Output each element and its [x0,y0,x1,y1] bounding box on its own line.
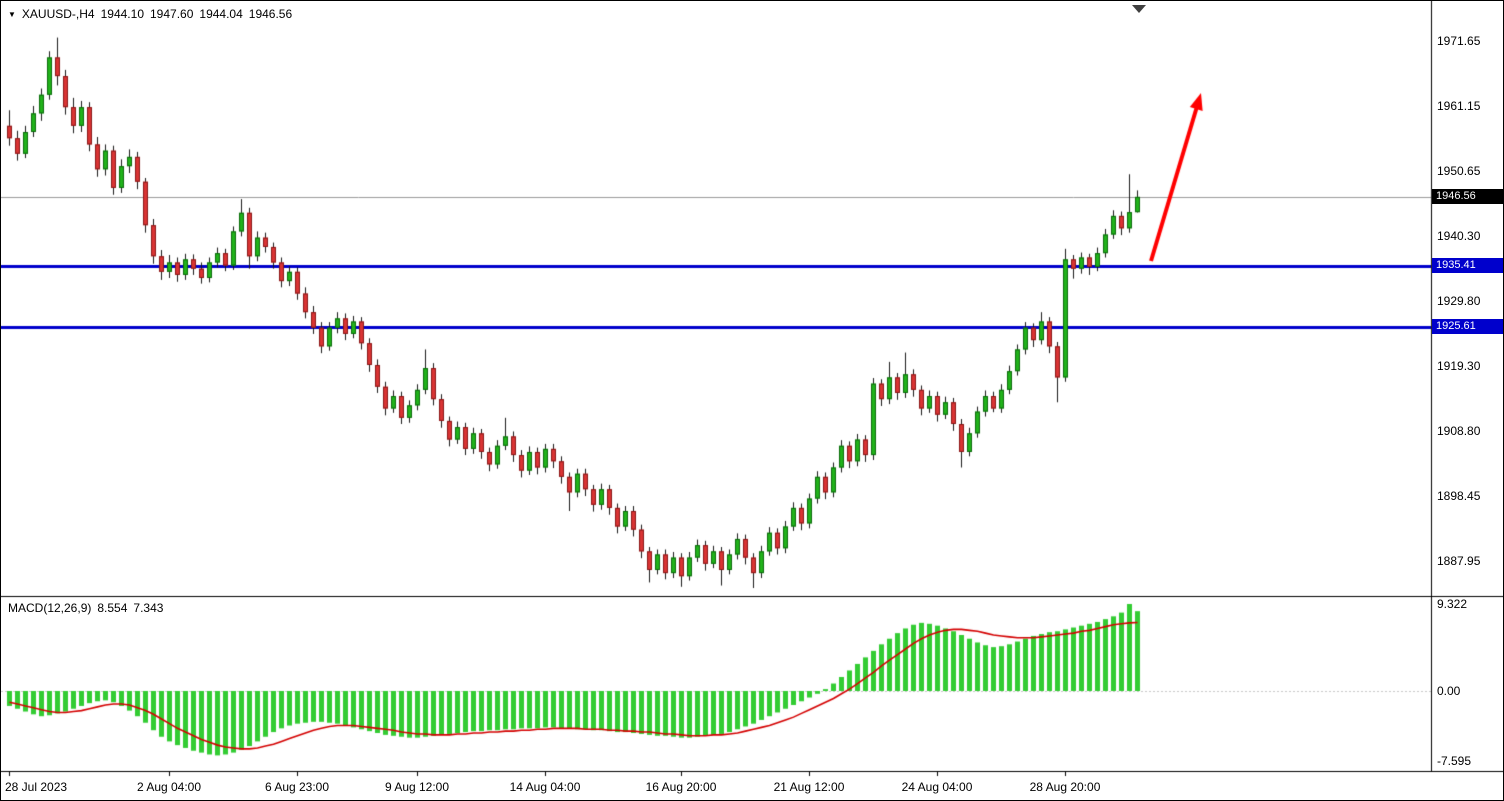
price-axis-tick: 1971.65 [1437,34,1481,48]
high-value: 1947.60 [150,7,194,21]
time-axis-label: 21 Aug 12:00 [773,780,845,794]
time-axis-label: 28 Jul 2023 [5,780,68,794]
macd-axis-tick: 0.00 [1437,684,1461,698]
macd-name-label: MACD(12,26,9) [8,601,92,615]
macd-signal-value: 7.343 [133,601,164,615]
macd-indicator-area[interactable] [1,596,1431,771]
macd-indicator-header: MACD(12,26,9) 8.554 7.343 [8,601,169,615]
open-value: 1944.10 [100,7,144,21]
time-axis-label: 16 Aug 20:00 [645,780,717,794]
time-axis-label: 9 Aug 12:00 [384,780,450,794]
time-axis-label: 6 Aug 23:00 [264,780,330,794]
current-price-badge: 1946.56 [1432,189,1503,204]
price-axis-tick: 1929.80 [1437,294,1481,308]
price-axis-tick: 1908.80 [1437,424,1481,438]
price-axis-tick: 1919.30 [1437,359,1481,373]
price-axis-tick: 1887.95 [1437,554,1481,568]
support-level-badge: 1935.41 [1432,258,1503,273]
price-axis-tick: 1898.45 [1437,489,1481,503]
macd-axis-tick: -7.595 [1437,754,1472,768]
price-axis-tick: 1950.65 [1437,164,1481,178]
time-axis[interactable] [1,771,1503,800]
macd-axis-tick: 9.322 [1437,597,1468,611]
symbol-period-label: XAUUSD-,H4 [21,7,95,21]
low-value: 1944.04 [199,7,243,21]
time-axis-label: 28 Aug 20:00 [1029,780,1101,794]
main-chart-area[interactable] [1,1,1431,596]
time-axis-label: 24 Aug 04:00 [901,780,973,794]
support-level-badge: 1925.61 [1432,319,1503,334]
symbol-marker-icon: ▼ [8,10,16,19]
price-axis-tick: 1961.15 [1437,99,1481,113]
macd-main-value: 8.554 [97,601,128,615]
close-value: 1946.56 [248,7,293,21]
triangle-down-marker-icon[interactable] [1132,5,1146,13]
chart-header: ▼ XAUUSD-,H4 1944.10 1947.60 1944.04 1946.56 [8,7,298,21]
price-axis[interactable] [1431,1,1503,771]
trend-arrow-object[interactable] [1141,86,1211,266]
time-axis-label: 14 Aug 04:00 [509,780,581,794]
price-axis-tick: 1940.30 [1437,229,1481,243]
time-axis-label: 2 Aug 04:00 [136,780,202,794]
